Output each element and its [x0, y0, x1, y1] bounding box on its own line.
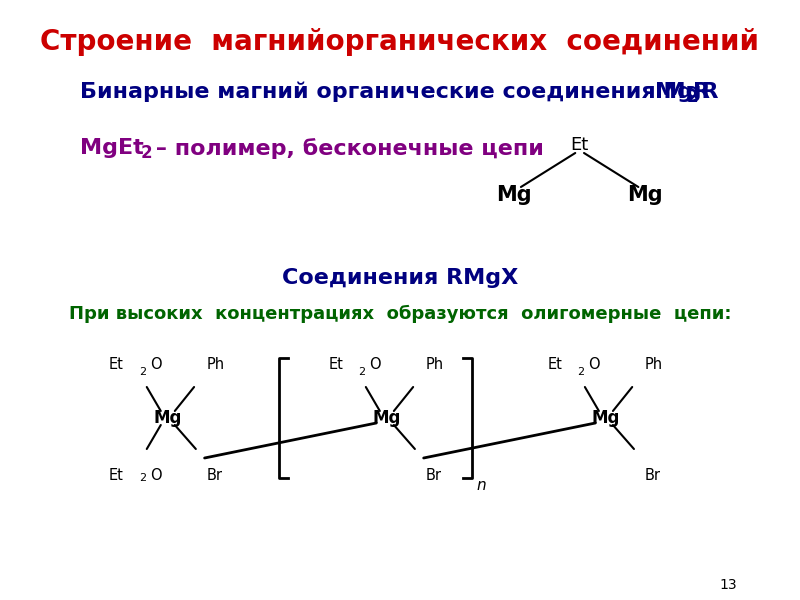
Text: 2: 2 [139, 367, 146, 377]
Text: Ph: Ph [645, 357, 662, 372]
Text: O: O [370, 357, 381, 372]
Text: Br: Br [645, 468, 661, 483]
Text: Соединения RMgX: Соединения RMgX [282, 268, 518, 288]
Text: 2: 2 [141, 144, 153, 162]
Text: O: O [150, 468, 162, 483]
Text: – полимер, бесконечные цепи: – полимер, бесконечные цепи [148, 138, 543, 159]
Text: MgEt: MgEt [80, 138, 144, 158]
Text: Ph: Ph [426, 357, 443, 372]
Text: Mg: Mg [592, 409, 620, 427]
Text: Et: Et [109, 468, 124, 483]
Text: Ph: Ph [206, 357, 225, 372]
Text: n: n [476, 478, 486, 493]
Text: Mg: Mg [496, 185, 532, 205]
Text: Et: Et [570, 136, 589, 154]
Text: Строение  магнийорганических  соединений: Строение магнийорганических соединений [41, 28, 759, 56]
Text: Mg: Mg [373, 409, 401, 427]
Text: Mg: Mg [154, 409, 182, 427]
Text: 2: 2 [577, 367, 584, 377]
Text: O: O [588, 357, 600, 372]
Text: Бинарные магний органические соединения MgR: Бинарные магний органические соединения … [80, 82, 718, 103]
Text: MgR: MgR [654, 82, 710, 102]
Text: 13: 13 [720, 578, 738, 592]
Text: Et: Et [547, 357, 562, 372]
Text: При высоких  концентрациях  образуются  олигомерные  цепи:: При высоких концентрациях образуются оли… [69, 305, 731, 323]
Text: 2: 2 [358, 367, 365, 377]
Text: Br: Br [206, 468, 222, 483]
Text: O: O [150, 357, 162, 372]
Text: Mg: Mg [627, 185, 663, 205]
Text: 2: 2 [139, 473, 146, 483]
Text: 2: 2 [686, 88, 698, 106]
Text: Et: Et [109, 357, 124, 372]
Text: Br: Br [426, 468, 442, 483]
Text: Et: Et [328, 357, 343, 372]
